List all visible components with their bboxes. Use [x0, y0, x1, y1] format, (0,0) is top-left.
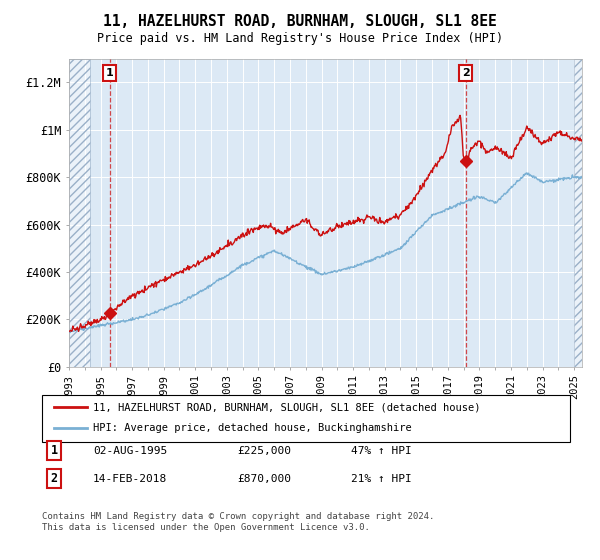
Text: £225,000: £225,000 [237, 446, 291, 456]
Text: 1: 1 [50, 444, 58, 458]
Text: 1: 1 [106, 68, 113, 78]
Text: £870,000: £870,000 [237, 474, 291, 484]
Text: Contains HM Land Registry data © Crown copyright and database right 2024.
This d: Contains HM Land Registry data © Crown c… [42, 512, 434, 532]
Text: 02-AUG-1995: 02-AUG-1995 [93, 446, 167, 456]
Text: 11, HAZELHURST ROAD, BURNHAM, SLOUGH, SL1 8EE: 11, HAZELHURST ROAD, BURNHAM, SLOUGH, SL… [103, 14, 497, 29]
Text: 14-FEB-2018: 14-FEB-2018 [93, 474, 167, 484]
Text: 21% ↑ HPI: 21% ↑ HPI [351, 474, 412, 484]
Text: 47% ↑ HPI: 47% ↑ HPI [351, 446, 412, 456]
Text: 2: 2 [461, 68, 469, 78]
Text: Price paid vs. HM Land Registry's House Price Index (HPI): Price paid vs. HM Land Registry's House … [97, 32, 503, 45]
Text: HPI: Average price, detached house, Buckinghamshire: HPI: Average price, detached house, Buck… [93, 423, 412, 433]
Text: 2: 2 [50, 472, 58, 486]
Text: 11, HAZELHURST ROAD, BURNHAM, SLOUGH, SL1 8EE (detached house): 11, HAZELHURST ROAD, BURNHAM, SLOUGH, SL… [93, 402, 481, 412]
